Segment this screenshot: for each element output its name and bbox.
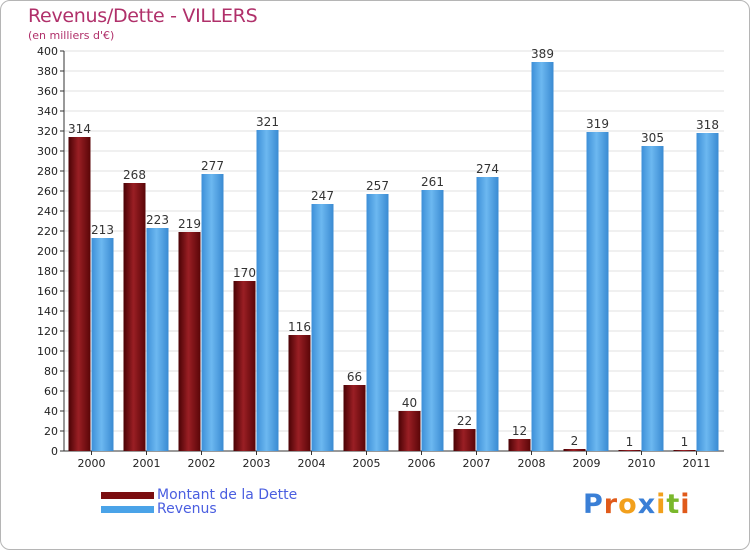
legend-item-revenus: Revenus [101, 501, 217, 517]
y-tick-label: 340 [37, 105, 58, 118]
legend-item-dette: Montant de la Dette [101, 487, 297, 503]
y-tick-label: 240 [37, 205, 58, 218]
x-tick-label: 2009 [573, 457, 601, 470]
y-tick-label: 300 [37, 145, 58, 158]
legend-label-revenus: Revenus [157, 501, 217, 517]
data-label: 314 [68, 122, 91, 136]
data-label: 277 [201, 159, 224, 173]
bar-dette [673, 450, 696, 451]
x-tick-label: 2001 [133, 457, 161, 470]
bar-revenus [366, 194, 389, 451]
proxiti-logo: Proxiti [583, 489, 691, 520]
data-label: 116 [288, 320, 311, 334]
x-tick-label: 2010 [628, 457, 656, 470]
y-tick-label: 220 [37, 225, 58, 238]
data-label: 321 [256, 115, 279, 129]
y-tick-label: 120 [37, 325, 58, 338]
y-tick-label: 260 [37, 185, 58, 198]
y-tick-label: 80 [44, 365, 58, 378]
bar-revenus [421, 190, 444, 451]
x-tick-label: 2002 [188, 457, 216, 470]
bar-revenus [311, 204, 334, 451]
x-tick-label: 2000 [78, 457, 106, 470]
y-tick-label: 200 [37, 245, 58, 258]
bar-dette [343, 385, 366, 451]
bar-dette [288, 335, 311, 451]
bar-dette [233, 281, 256, 451]
data-label: 319 [586, 117, 609, 131]
y-tick-label: 140 [37, 305, 58, 318]
chart-subtitle: (en milliers d'€) [28, 29, 115, 42]
y-tick-label: 180 [37, 265, 58, 278]
y-tick-label: 280 [37, 165, 58, 178]
bar-revenus [531, 62, 554, 451]
bar-revenus [201, 174, 224, 451]
x-tick-label: 2007 [463, 457, 491, 470]
bar-revenus [146, 228, 169, 451]
data-label: 247 [311, 189, 334, 203]
data-label: 257 [366, 179, 389, 193]
data-label: 223 [146, 213, 169, 227]
bars [68, 62, 719, 451]
data-label: 219 [178, 217, 201, 231]
bar-revenus [476, 177, 499, 451]
data-label: 22 [457, 414, 472, 428]
bar-dette [508, 439, 531, 451]
data-label: 213 [91, 223, 114, 237]
axes: 0204060801001201401601802002202402602803… [37, 45, 724, 470]
data-label: 305 [641, 131, 664, 145]
legend-label-dette: Montant de la Dette [157, 487, 298, 503]
bar-dette [453, 429, 476, 451]
y-tick-label: 40 [44, 405, 58, 418]
legend-swatch-revenus [101, 505, 154, 513]
data-label: 66 [347, 370, 362, 384]
grid-lines [64, 50, 724, 432]
y-tick-label: 400 [37, 45, 58, 58]
bar-revenus [256, 130, 279, 451]
bar-revenus [696, 133, 719, 451]
data-label: 318 [696, 118, 719, 132]
bar-dette [618, 450, 641, 451]
data-label: 1 [626, 435, 634, 449]
y-tick-label: 20 [44, 425, 58, 438]
x-tick-label: 2005 [353, 457, 381, 470]
x-tick-label: 2006 [408, 457, 436, 470]
y-tick-label: 100 [37, 345, 58, 358]
bar-dette [68, 137, 91, 451]
y-tick-label: 160 [37, 285, 58, 298]
data-label: 170 [233, 266, 256, 280]
y-tick-label: 0 [51, 445, 58, 458]
y-tick-label: 60 [44, 385, 58, 398]
data-label: 40 [402, 396, 417, 410]
data-label: 261 [421, 175, 444, 189]
bar-revenus [641, 146, 664, 451]
data-label: 1 [681, 435, 689, 449]
y-tick-label: 360 [37, 85, 58, 98]
bar-dette [123, 183, 146, 451]
data-label: 2 [571, 434, 579, 448]
bar-dette [398, 411, 421, 451]
data-label: 389 [531, 47, 554, 61]
data-label: 274 [476, 162, 499, 176]
x-tick-label: 2004 [298, 457, 326, 470]
x-tick-label: 2011 [683, 457, 711, 470]
bar-dette [563, 449, 586, 451]
bar-revenus [91, 238, 114, 451]
bar-dette [178, 232, 201, 451]
y-tick-label: 320 [37, 125, 58, 138]
x-tick-label: 2008 [518, 457, 546, 470]
data-label: 12 [512, 424, 527, 438]
legend-swatch-dette [101, 491, 154, 499]
y-tick-label: 380 [37, 65, 58, 78]
data-label: 268 [123, 168, 146, 182]
x-tick-label: 2003 [243, 457, 271, 470]
chart-title: Revenus/Dette - VILLERS [28, 5, 258, 27]
bar-revenus [586, 132, 609, 451]
data-labels: 314 213 268 223 219 277 170 321 116 247 66 257 40 261… [68, 47, 719, 449]
